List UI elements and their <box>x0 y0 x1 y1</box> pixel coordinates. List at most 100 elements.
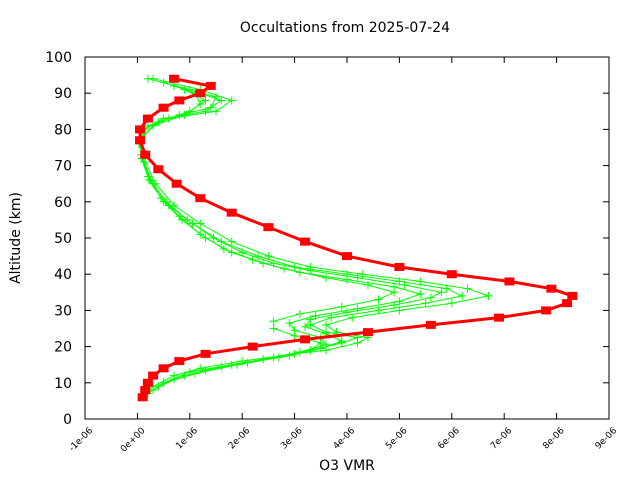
data-point <box>135 136 146 145</box>
data-point <box>374 295 383 304</box>
data-point <box>348 313 357 322</box>
y-tick-label: 40 <box>54 267 72 283</box>
data-point <box>343 308 351 317</box>
data-point <box>290 331 299 340</box>
data-point <box>390 288 399 297</box>
y-tick-label: 50 <box>54 231 72 247</box>
y-tick-label: 10 <box>54 376 72 392</box>
data-point <box>274 353 283 362</box>
data-point <box>269 324 278 333</box>
data-point <box>394 262 405 271</box>
data-point <box>238 248 247 257</box>
data-point <box>316 338 325 347</box>
data-point <box>562 299 573 308</box>
data-point <box>253 252 262 261</box>
data-point <box>306 266 315 275</box>
data-point <box>311 311 320 320</box>
data-point <box>322 340 331 349</box>
y-axis-label: Altitude (km) <box>8 192 24 284</box>
data-point <box>458 291 467 300</box>
data-point <box>142 378 153 387</box>
data-point <box>426 293 435 302</box>
series-layer <box>134 74 578 402</box>
series-5 <box>135 74 578 402</box>
x-tick-label: 7e-06 <box>489 426 515 452</box>
data-point <box>248 255 257 264</box>
data-point <box>300 335 311 344</box>
x-tick-label: 4e-06 <box>332 426 358 452</box>
series-0 <box>136 74 493 402</box>
data-point <box>446 270 457 279</box>
data-point <box>541 306 552 315</box>
data-point <box>169 74 180 83</box>
data-point <box>442 284 451 293</box>
data-point <box>137 393 148 402</box>
y-tick-label: 100 <box>45 50 72 66</box>
data-point <box>174 96 185 105</box>
y-tick-label: 80 <box>54 122 72 138</box>
data-point <box>171 179 182 188</box>
data-point <box>212 92 220 101</box>
data-point <box>149 386 158 395</box>
data-point <box>140 386 151 395</box>
data-point <box>232 360 241 369</box>
data-point <box>343 275 351 284</box>
data-point <box>358 270 367 279</box>
series-4 <box>137 85 399 387</box>
data-point <box>247 342 258 351</box>
data-point <box>362 328 373 337</box>
series-2 <box>136 81 446 395</box>
data-point <box>269 317 278 326</box>
data-point <box>149 121 158 130</box>
data-point <box>416 277 425 286</box>
data-point <box>148 371 159 380</box>
data-point <box>159 378 168 387</box>
data-point <box>363 281 372 290</box>
data-point <box>196 364 205 373</box>
data-point <box>353 273 362 282</box>
data-point <box>280 264 289 273</box>
data-point <box>437 288 446 297</box>
x-tick-label: 3e-06 <box>279 426 305 452</box>
x-tick-label: 8e-06 <box>541 426 567 452</box>
data-point <box>196 219 205 228</box>
data-point <box>504 277 515 286</box>
data-point <box>295 310 304 319</box>
data-point <box>400 281 409 290</box>
series-line <box>139 85 443 391</box>
data-point <box>353 333 362 342</box>
data-point <box>135 125 146 134</box>
data-point <box>143 172 152 181</box>
y-tick-label: 20 <box>54 340 72 356</box>
data-point <box>195 89 206 98</box>
x-tick-label: 6e-06 <box>436 426 462 452</box>
y-tick-label: 60 <box>54 195 72 211</box>
data-point <box>180 110 189 119</box>
data-point <box>212 107 220 116</box>
series-line <box>138 78 464 395</box>
data-point <box>206 103 215 112</box>
data-point <box>395 306 404 315</box>
data-point <box>227 237 236 246</box>
data-point <box>263 223 274 232</box>
data-point <box>209 234 218 242</box>
data-point <box>158 103 169 112</box>
data-point <box>200 349 211 358</box>
y-tick-label: 90 <box>54 86 72 102</box>
data-point <box>493 313 504 322</box>
data-point <box>353 304 362 313</box>
data-point <box>191 369 200 378</box>
data-point <box>322 273 331 282</box>
data-point <box>217 362 226 371</box>
data-point <box>159 78 168 87</box>
data-point <box>195 194 206 203</box>
data-point <box>463 284 472 293</box>
series-1 <box>134 74 467 398</box>
x-axis-label: O3 VMR <box>319 458 375 474</box>
x-tick-label: 9e-06 <box>594 426 620 452</box>
data-point <box>285 319 294 328</box>
x-tick-label: 0e+00 <box>119 426 148 455</box>
data-point <box>175 212 184 221</box>
data-point <box>337 302 346 311</box>
